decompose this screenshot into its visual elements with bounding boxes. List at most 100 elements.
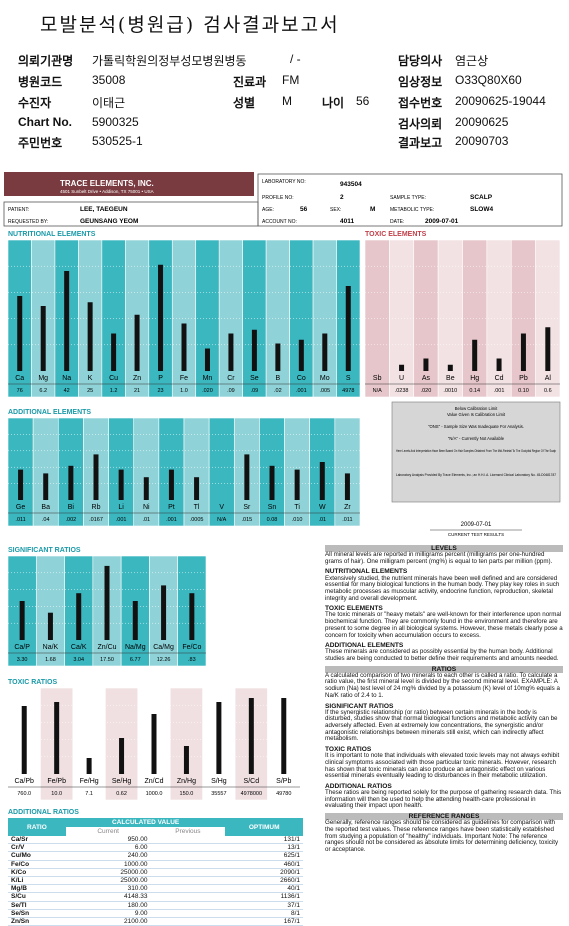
- chart-no-label: Chart No.: [18, 115, 72, 129]
- value: 1.0: [180, 388, 188, 394]
- optimum: 1136/1: [225, 892, 303, 902]
- ratio-row: K/Li 25000.00 2660/1: [8, 876, 303, 886]
- bar: [319, 462, 325, 500]
- ratio-row: S/Cu 4148.33 1136/1: [8, 892, 303, 902]
- age-label: 나이: [322, 96, 345, 110]
- hospital-code: 35008: [92, 73, 126, 87]
- value: 25: [87, 388, 93, 394]
- lab-logo-box: [4, 172, 254, 196]
- symbol: Zn/Hg: [177, 778, 196, 785]
- symbol: Ba: [41, 504, 50, 511]
- legend-line: Below Calibration Limit: [455, 406, 498, 411]
- value: 23: [157, 388, 163, 394]
- sample-type: SCALP: [470, 194, 493, 201]
- note-heading: RATIOS: [325, 665, 563, 673]
- symbol: Ca/P: [14, 644, 30, 651]
- bar: [17, 296, 23, 371]
- value: N/A: [217, 517, 227, 523]
- request-date: 20090625: [455, 115, 509, 129]
- ratio: Cr/V: [8, 843, 66, 853]
- previous: [150, 917, 226, 926]
- symbol: W: [319, 504, 326, 511]
- bar: [399, 364, 405, 371]
- legend-line: Here Levels And Interpretation Have Been…: [396, 449, 556, 453]
- note-text: These ratios are being reported solely f…: [325, 789, 562, 810]
- id-label: 주민번호: [18, 136, 63, 150]
- note-heading: TOXIC RATIOS: [325, 746, 372, 754]
- panel-title: ADDITIONAL RATIOS: [8, 809, 79, 816]
- symbol: K: [88, 375, 93, 382]
- sex: M: [282, 94, 292, 108]
- value: .0167: [89, 517, 103, 523]
- value: .020: [202, 388, 213, 394]
- bar: [21, 706, 27, 774]
- symbol: Na/Mg: [125, 644, 146, 651]
- symbol: As: [422, 375, 431, 382]
- value: .0005: [190, 517, 204, 523]
- symbol: U: [399, 375, 404, 382]
- age: 56: [356, 94, 370, 108]
- value: 42: [64, 388, 70, 394]
- value: .04: [42, 517, 50, 523]
- symbol: Sb: [373, 375, 382, 382]
- value: 17.50: [100, 657, 114, 663]
- bar: [204, 348, 210, 371]
- column: [32, 417, 59, 527]
- symbol: S/Hg: [211, 778, 227, 785]
- value: 6.2: [39, 388, 47, 394]
- ratio: Cu/Mo: [8, 851, 66, 861]
- bar: [119, 738, 125, 774]
- report-date-label: 결과보고: [398, 136, 443, 150]
- subheader-row: Current Previous: [8, 827, 303, 836]
- value: .01: [142, 517, 150, 523]
- metabolic-type-label: METABOLIC TYPE:: [390, 207, 434, 213]
- symbol: Mg: [38, 375, 48, 382]
- value: 4978000: [241, 791, 262, 797]
- value: 3.04: [73, 657, 84, 663]
- ratio-row: Zn/Sn 2100.00 167/1: [8, 917, 303, 926]
- ratio-row: K/Co 25000.00 2090/1: [8, 868, 303, 877]
- value: .001: [494, 388, 505, 394]
- symbol: Sn: [268, 504, 277, 511]
- doctor-label: 담당의사: [398, 54, 443, 68]
- value: 76: [17, 388, 23, 394]
- value: 12.26: [157, 657, 171, 663]
- symbol: Sr: [243, 504, 251, 511]
- bar: [161, 585, 167, 640]
- symbol: Cu: [109, 375, 118, 382]
- bar: [322, 333, 328, 371]
- bar: [47, 612, 53, 640]
- bar: [158, 264, 164, 371]
- optimum: 37/1: [225, 901, 303, 910]
- previous: [150, 901, 226, 910]
- value: 1.2: [110, 388, 118, 394]
- note-heading: SIGNIFICANT RATIOS: [325, 702, 394, 710]
- lab-address: 4501 Sunbelt Drive • Addison, TX 75001 •…: [60, 189, 154, 194]
- column: [72, 687, 106, 801]
- bar: [189, 593, 195, 640]
- current: 310.00: [65, 884, 151, 894]
- account-no: 4011: [340, 218, 354, 225]
- column-subhead: Previous: [150, 827, 226, 836]
- value: 760.0: [17, 791, 31, 797]
- value: .015: [241, 517, 252, 523]
- lab-info-box: [257, 173, 563, 227]
- legend-line: "ONS" - Sample Size Was Inadequate For A…: [428, 424, 524, 429]
- bar: [447, 364, 453, 371]
- bar: [216, 702, 222, 774]
- bar: [496, 358, 502, 371]
- bar: [294, 469, 300, 500]
- current: 4148.33: [65, 892, 151, 902]
- value: .0238: [395, 388, 409, 394]
- symbol: Hg: [470, 375, 479, 382]
- doctor: 염근상: [455, 54, 489, 68]
- symbol: Ca: [15, 375, 24, 382]
- bar: [251, 329, 257, 371]
- symbol: Pb: [519, 375, 528, 382]
- previous: [150, 892, 226, 902]
- ratio-row: Cu/Mo 240.00 625/1: [8, 851, 303, 861]
- symbol: Ca/Pb: [14, 778, 34, 785]
- value: 1.68: [45, 657, 56, 663]
- bar: [228, 333, 234, 371]
